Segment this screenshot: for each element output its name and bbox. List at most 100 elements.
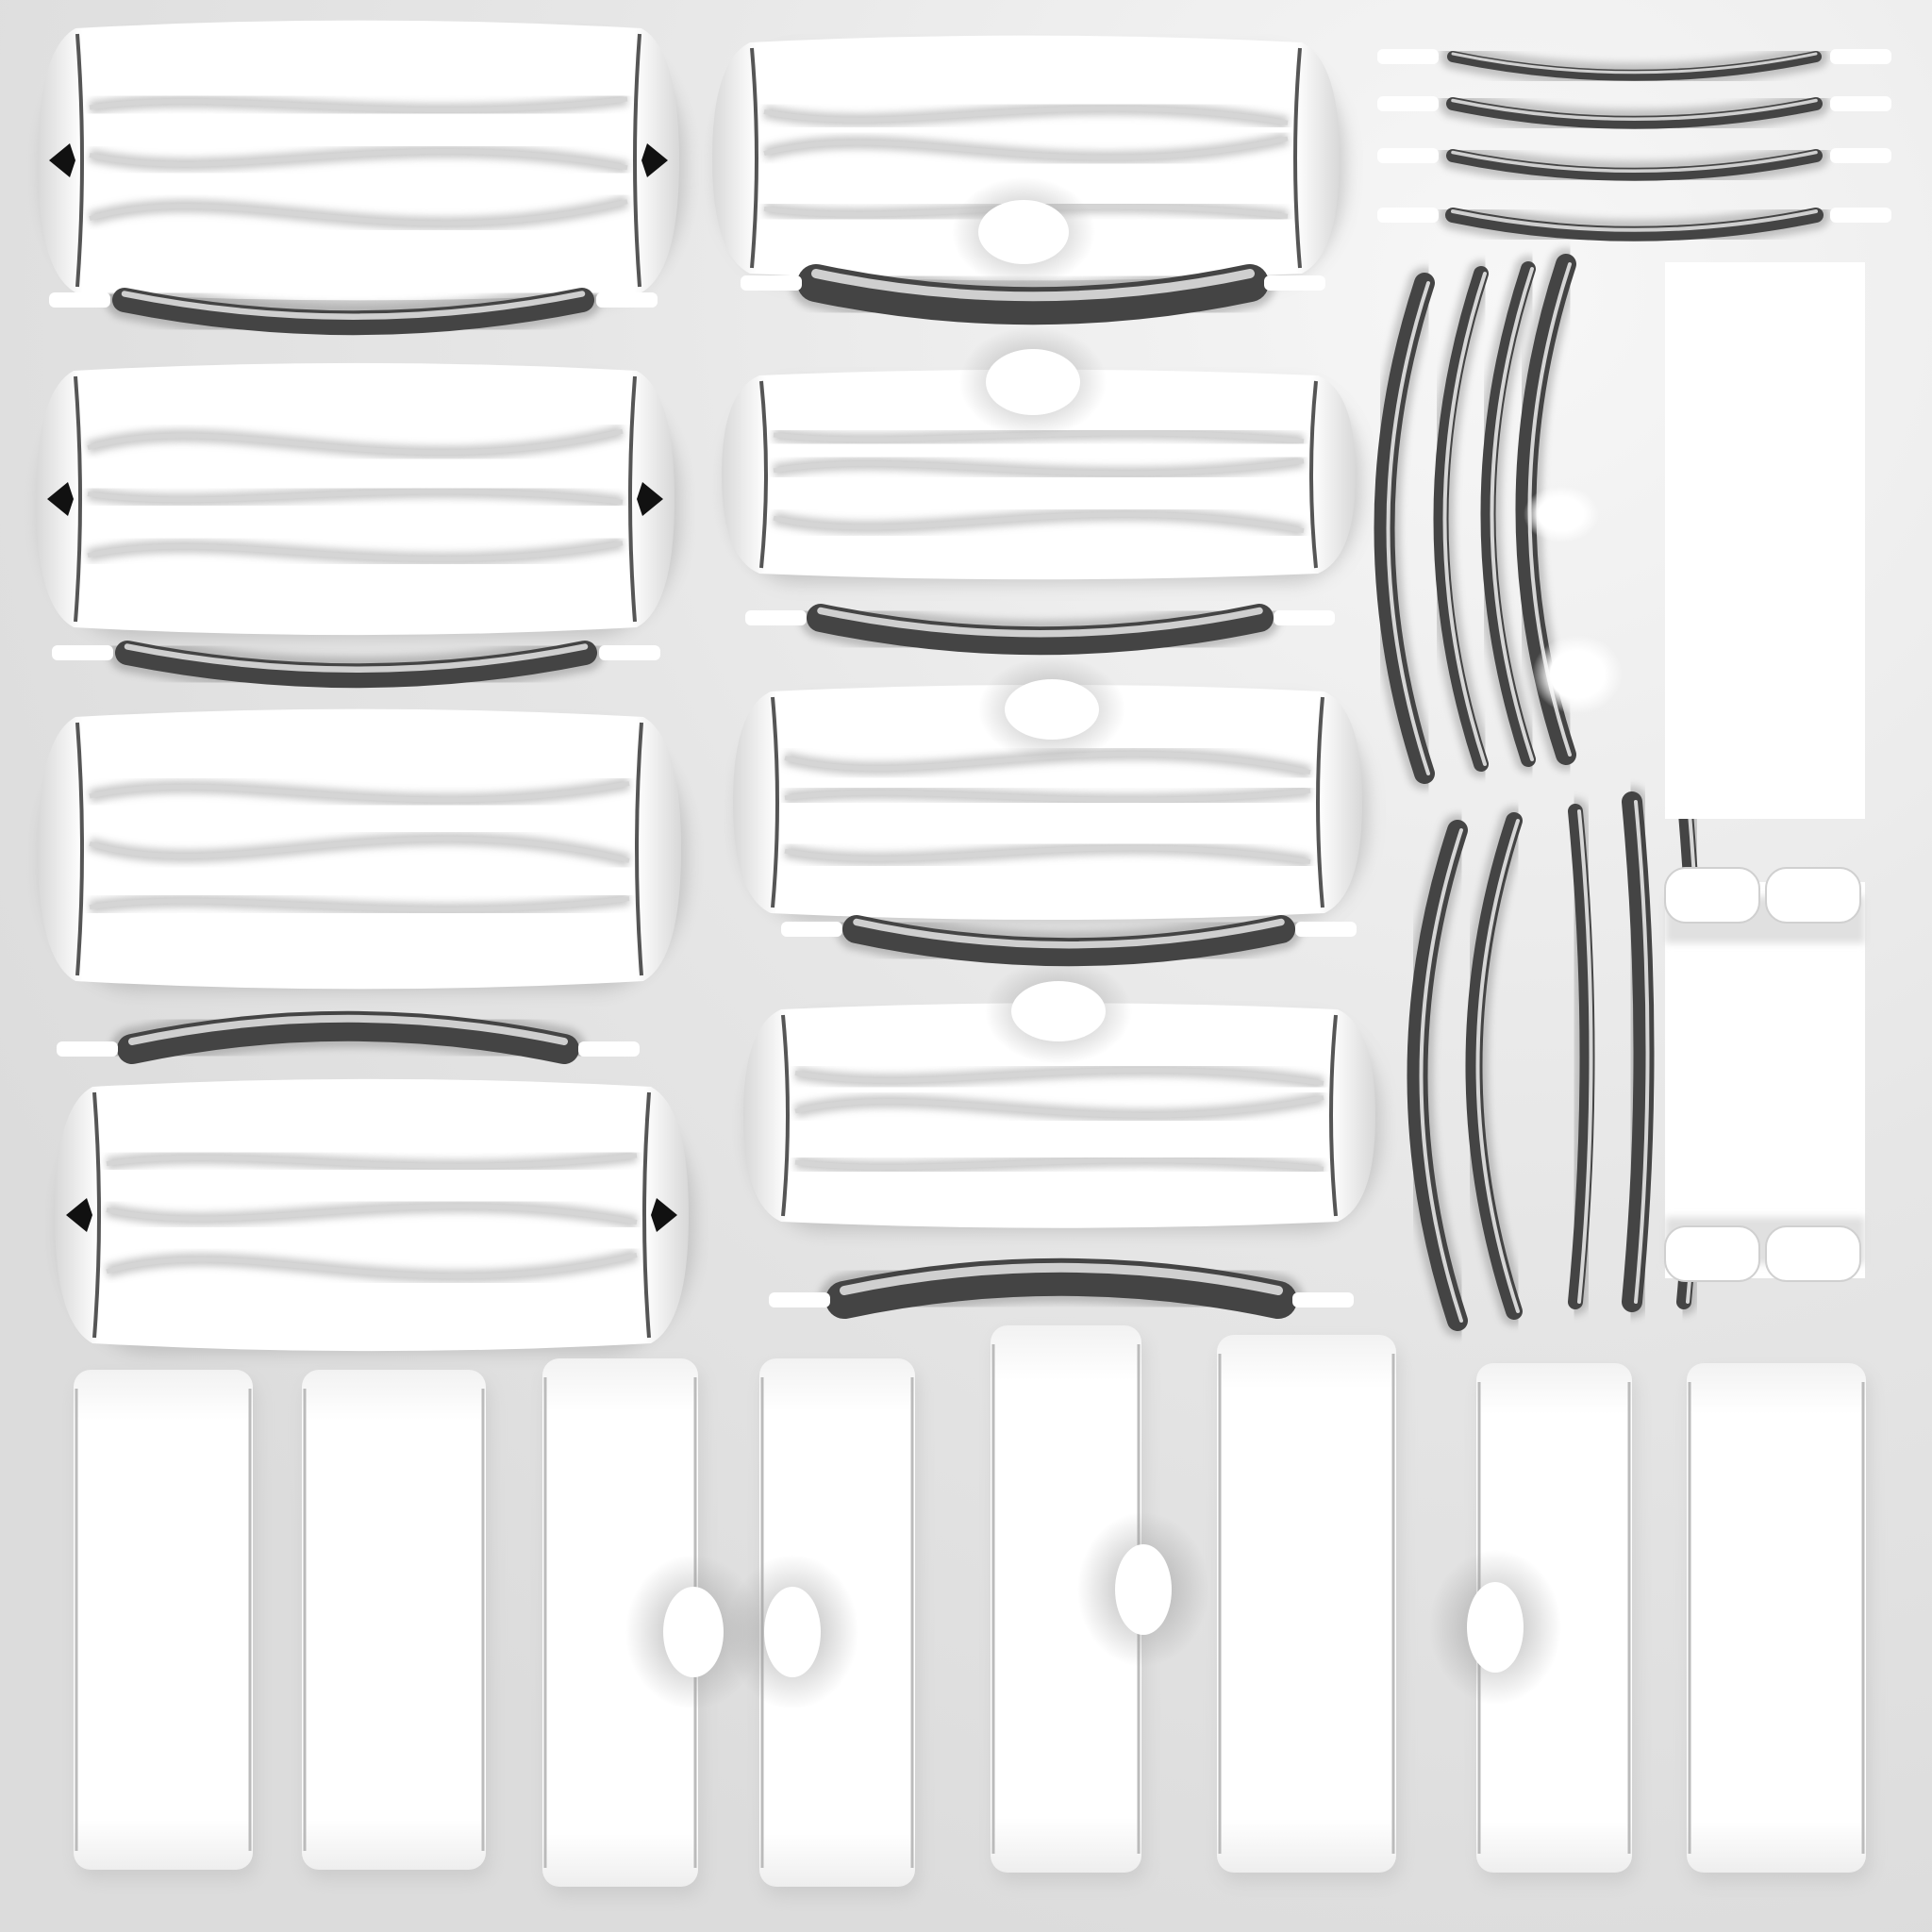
- band-end-left: [52, 645, 113, 660]
- band-end-right: [1274, 610, 1335, 625]
- barrel-panel-8: [743, 1003, 1381, 1231]
- strap-line: [763, 136, 1289, 160]
- vband-highlight: [1442, 272, 1487, 766]
- strap-line: [89, 199, 628, 226]
- slat-hole: [1467, 1582, 1524, 1673]
- band-end-right: [1830, 148, 1891, 163]
- barrel-panel-7: [55, 1078, 694, 1353]
- vertical-band-2: [1427, 260, 1494, 777]
- panel-left-seam: [781, 1014, 790, 1217]
- vband-body: [1480, 261, 1536, 767]
- vband-body: [1407, 820, 1468, 1331]
- misc-islands: [1524, 262, 1865, 1282]
- slat-body: [1687, 1363, 1866, 1873]
- band-end-left: [745, 610, 807, 625]
- seam-dark-spot: [49, 143, 75, 177]
- vband-body: [1568, 804, 1595, 1309]
- band-body: [1447, 51, 1822, 81]
- curved-band-10: [1377, 142, 1891, 188]
- strap-line: [89, 896, 630, 912]
- slat-body: [74, 1370, 253, 1870]
- handle-hole: [1005, 679, 1099, 740]
- strap-line: [763, 106, 1289, 125]
- panel-right-seam: [642, 1091, 651, 1339]
- vband-highlight: [1419, 828, 1463, 1323]
- band-body: [112, 288, 594, 336]
- strap-line: [773, 458, 1305, 476]
- band-highlight: [1451, 150, 1818, 174]
- slat-hole: [1115, 1544, 1172, 1635]
- strap-line: [89, 96, 628, 113]
- slat-8: [1687, 1363, 1870, 1882]
- handle-hole: [1011, 981, 1106, 1041]
- slat-2: [302, 1370, 490, 1879]
- curved-band-2: [741, 258, 1325, 332]
- vertical-band-1: [1368, 267, 1441, 790]
- strap-line: [89, 781, 630, 803]
- panel-left-seam: [92, 1091, 101, 1339]
- panel-right-seam: [1293, 47, 1302, 269]
- band-body: [1445, 208, 1824, 242]
- panel-left-seam: [759, 380, 768, 569]
- band-highlight: [1451, 209, 1818, 232]
- strap-line: [87, 489, 624, 505]
- strap-line: [784, 751, 1311, 774]
- strap-line: [773, 430, 1305, 444]
- panel-right-seam: [628, 375, 637, 623]
- band-end-right: [1292, 1292, 1354, 1307]
- slat-body: [542, 1358, 698, 1887]
- barrel-panel-4: [722, 369, 1361, 583]
- slat-hole: [663, 1587, 724, 1677]
- panel-right-seam: [633, 33, 641, 288]
- slat-6: [1217, 1335, 1400, 1882]
- strap-line: [87, 541, 624, 562]
- band-end-left: [1377, 148, 1439, 163]
- glow-spot: [1532, 635, 1623, 714]
- cushion-body: [1665, 882, 1865, 1278]
- barrel-panel-5: [38, 708, 687, 991]
- vertical-band-3: [1474, 256, 1541, 773]
- band-end-right: [1830, 49, 1891, 64]
- barrel-panel-2: [712, 35, 1345, 283]
- curved-band-7: [769, 1251, 1354, 1325]
- vband-highlight: [1475, 819, 1520, 1313]
- vband-body: [1465, 812, 1523, 1320]
- band-body: [825, 1257, 1297, 1319]
- band-end-left: [1377, 49, 1439, 64]
- strap-line: [106, 1253, 638, 1279]
- slat-5: [991, 1325, 1145, 1882]
- band-end-left: [1377, 208, 1439, 223]
- curved-band-11: [1377, 201, 1891, 248]
- band-end-right: [596, 292, 658, 308]
- band-body: [797, 264, 1269, 325]
- strap-line: [106, 1204, 638, 1225]
- bright-strip-island: [1665, 262, 1865, 819]
- slat-hole: [764, 1587, 821, 1677]
- band-end-left: [781, 922, 842, 937]
- panel-left-seam: [75, 33, 84, 288]
- vband-body: [1374, 273, 1435, 784]
- vertical-band-6: [1459, 807, 1528, 1325]
- vband-highlight: [1386, 281, 1430, 775]
- band-end-right: [578, 1041, 640, 1057]
- band-end-left: [769, 1292, 830, 1307]
- band-highlight: [853, 918, 1285, 949]
- band-body: [1446, 97, 1823, 129]
- seam-dark-spot: [637, 482, 663, 516]
- curved-band-9: [1377, 91, 1891, 136]
- vertical-slat-islands: [74, 1325, 1870, 1896]
- strap-line: [89, 836, 630, 863]
- band-highlight: [124, 643, 589, 673]
- panel-right-seam: [635, 722, 643, 976]
- strap-line: [106, 1153, 638, 1169]
- slat-body: [302, 1370, 486, 1870]
- band-highlight: [840, 1262, 1283, 1295]
- band-highlight: [811, 269, 1255, 302]
- cushion-lobe: [1664, 1225, 1760, 1282]
- panel-right-seam: [1309, 380, 1318, 569]
- band-end-right: [1295, 922, 1357, 937]
- strap-line: [794, 1095, 1324, 1118]
- band-body: [115, 641, 597, 689]
